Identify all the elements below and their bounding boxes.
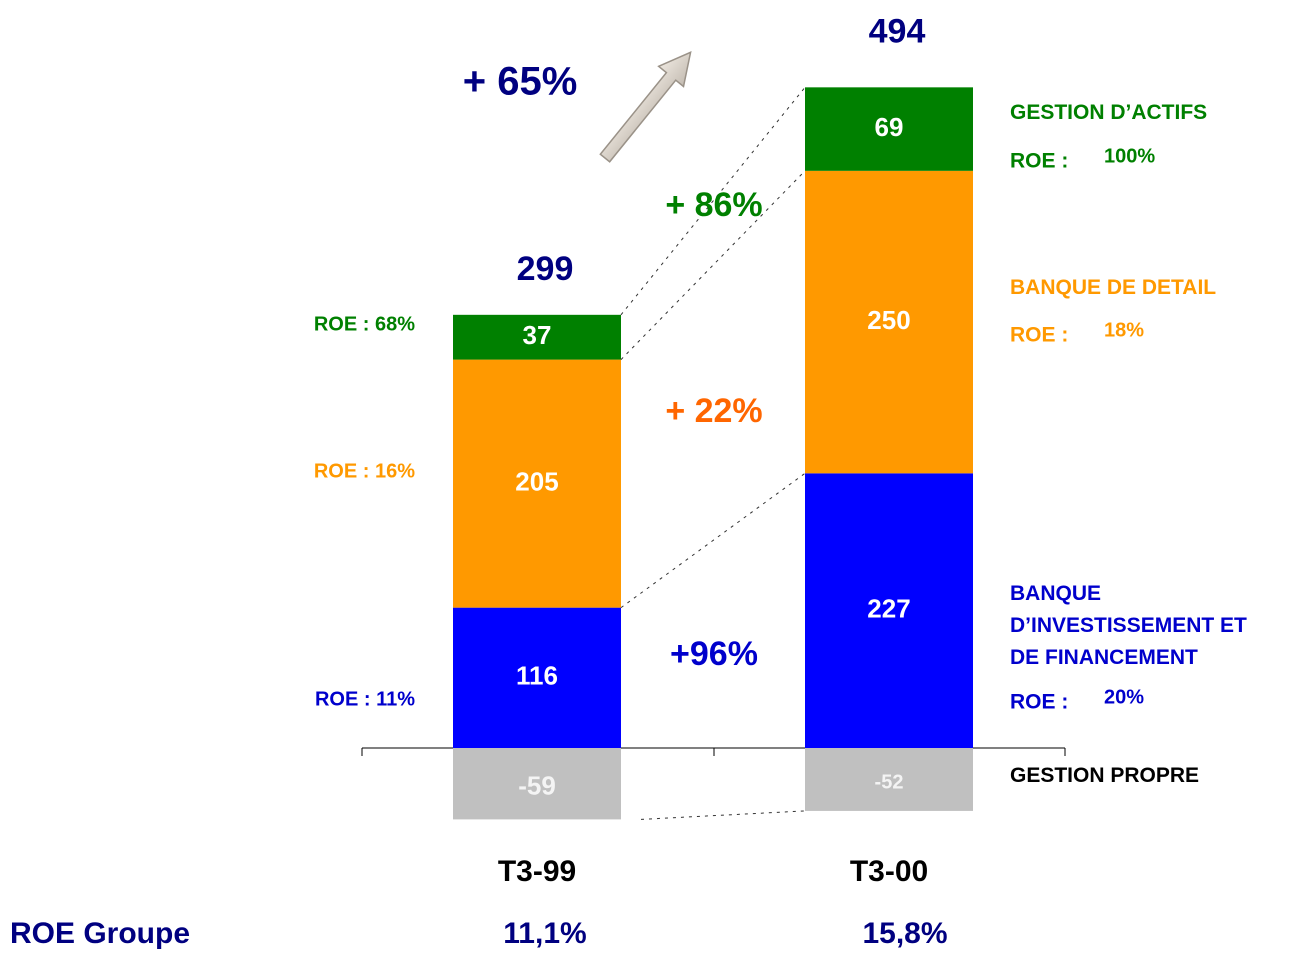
roe-right: 100% bbox=[1104, 145, 1155, 167]
segment-label: 116 bbox=[516, 661, 558, 691]
bar-segment bbox=[805, 87, 973, 171]
segment-label: -59 bbox=[518, 771, 556, 801]
segment-label: 69 bbox=[875, 112, 904, 142]
connector bbox=[640, 810, 806, 820]
total-label: 494 bbox=[869, 12, 926, 50]
series-name: BANQUE DE DETAIL bbox=[1010, 276, 1217, 299]
bar-segment bbox=[453, 607, 621, 748]
group-roe-value: 11,1% bbox=[503, 917, 586, 950]
bar-segment bbox=[453, 748, 621, 820]
growth-arrow bbox=[599, 51, 692, 163]
roe-prefix: ROE : bbox=[1010, 691, 1068, 714]
roe-right: 20% bbox=[1104, 686, 1144, 708]
segment-label: 37 bbox=[523, 320, 552, 350]
bar-segment bbox=[805, 170, 973, 474]
roe-left: ROE : 11% bbox=[315, 688, 415, 710]
bar-segment bbox=[805, 748, 973, 811]
segment-label: 250 bbox=[867, 305, 910, 335]
category-label: T3-99 bbox=[498, 855, 576, 888]
growth-label: + 22% bbox=[665, 392, 762, 430]
roe-prefix: ROE : bbox=[1010, 324, 1068, 347]
roe-left: ROE : 68% bbox=[314, 313, 415, 335]
group-roe-label: ROE Groupe bbox=[10, 917, 190, 950]
bar-segment bbox=[453, 359, 621, 608]
total-growth: + 65% bbox=[463, 60, 578, 104]
segment-label: -52 bbox=[875, 772, 904, 794]
segment-label: 205 bbox=[515, 466, 558, 496]
total-label: 299 bbox=[517, 250, 574, 288]
connector bbox=[620, 472, 806, 609]
series-name: GESTION D’ACTIFS bbox=[1010, 101, 1208, 124]
connector bbox=[620, 87, 806, 316]
roe-prefix: ROE : bbox=[1010, 150, 1068, 173]
series-name: GESTION PROPRE bbox=[1010, 764, 1200, 787]
growth-label: + 86% bbox=[665, 186, 762, 224]
group-roe-value: 15,8% bbox=[862, 917, 947, 950]
roe-left: ROE : 16% bbox=[314, 460, 415, 482]
bar-segment bbox=[805, 473, 973, 748]
segment-label: 227 bbox=[867, 594, 910, 624]
series-name: BANQUE D’INVESTISSEMENT ET DE FINANCEMEN… bbox=[1010, 582, 1247, 669]
growth-label: +96% bbox=[670, 635, 758, 673]
roe-right: 18% bbox=[1104, 319, 1144, 341]
bar-segment bbox=[453, 314, 621, 360]
category-label: T3-00 bbox=[850, 855, 928, 888]
